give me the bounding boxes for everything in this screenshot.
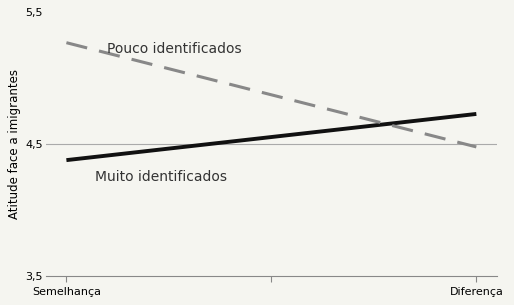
Text: Pouco identificados: Pouco identificados [107, 42, 242, 56]
Text: Muito identificados: Muito identificados [95, 170, 227, 184]
Y-axis label: Atitude face a imigrantes: Atitude face a imigrantes [8, 69, 22, 219]
